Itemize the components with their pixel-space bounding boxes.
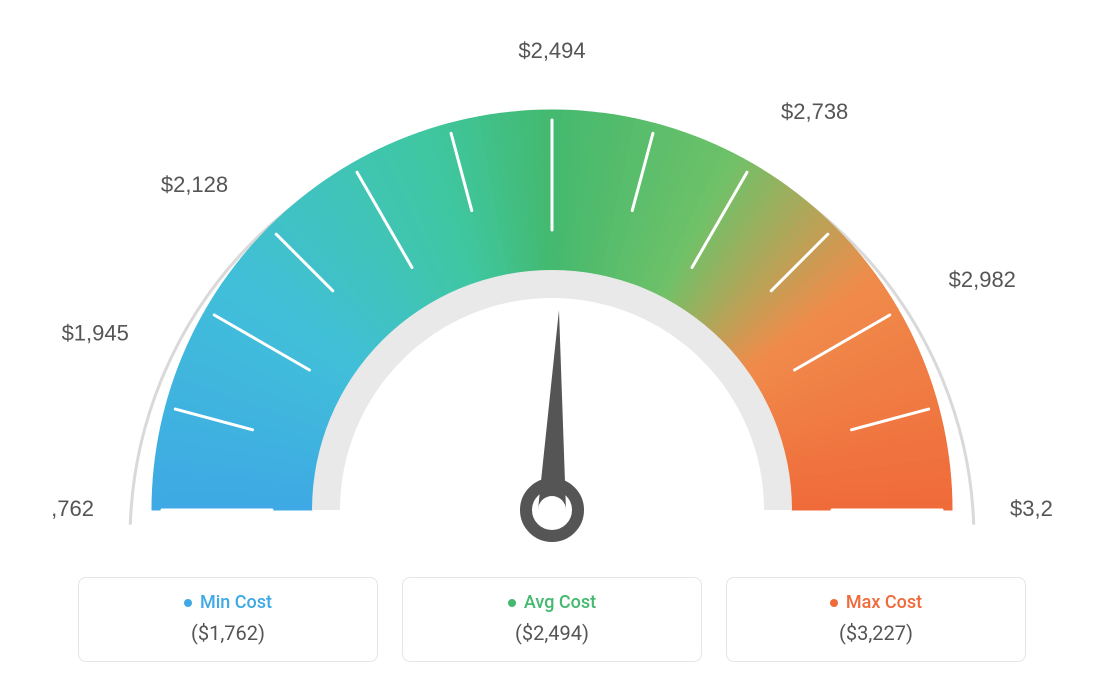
cost-gauge: $1,762 $1,945 $2,128 $2,494 $2,738 $2,982 $3,2… — [52, 30, 1052, 570]
legend-avg-dot — [508, 599, 516, 607]
gauge-scale-label: $1,762 — [52, 496, 94, 521]
legend-row: Min Cost ($1,762) Avg Cost ($2,494) Max … — [78, 577, 1026, 663]
legend-min-value: ($1,762) — [95, 621, 361, 645]
legend-min-label: Min Cost — [200, 592, 272, 613]
legend-max-dot — [830, 599, 838, 607]
legend-max-title: Max Cost — [830, 592, 922, 613]
legend-max-label: Max Cost — [846, 592, 922, 613]
legend-min-dot — [184, 599, 192, 607]
gauge-scale-label: $2,738 — [781, 99, 848, 124]
gauge-scale-label: $2,128 — [161, 172, 228, 197]
legend-min-title: Min Cost — [184, 592, 272, 613]
gauge-scale-label: $2,982 — [949, 267, 1016, 292]
gauge-scale-label: $2,494 — [518, 38, 585, 63]
legend-card-max: Max Cost ($3,227) — [726, 577, 1026, 663]
legend-card-avg: Avg Cost ($2,494) — [402, 577, 702, 663]
legend-card-min: Min Cost ($1,762) — [78, 577, 378, 663]
legend-avg-value: ($2,494) — [419, 621, 685, 645]
legend-avg-label: Avg Cost — [524, 592, 596, 613]
legend-avg-title: Avg Cost — [508, 592, 596, 613]
gauge-scale-label: $3,227 — [1010, 496, 1052, 521]
legend-max-value: ($3,227) — [743, 621, 1009, 645]
gauge-svg: $1,762 $1,945 $2,128 $2,494 $2,738 $2,982 $3,2… — [52, 30, 1052, 570]
gauge-scale-label: $1,945 — [62, 321, 129, 346]
